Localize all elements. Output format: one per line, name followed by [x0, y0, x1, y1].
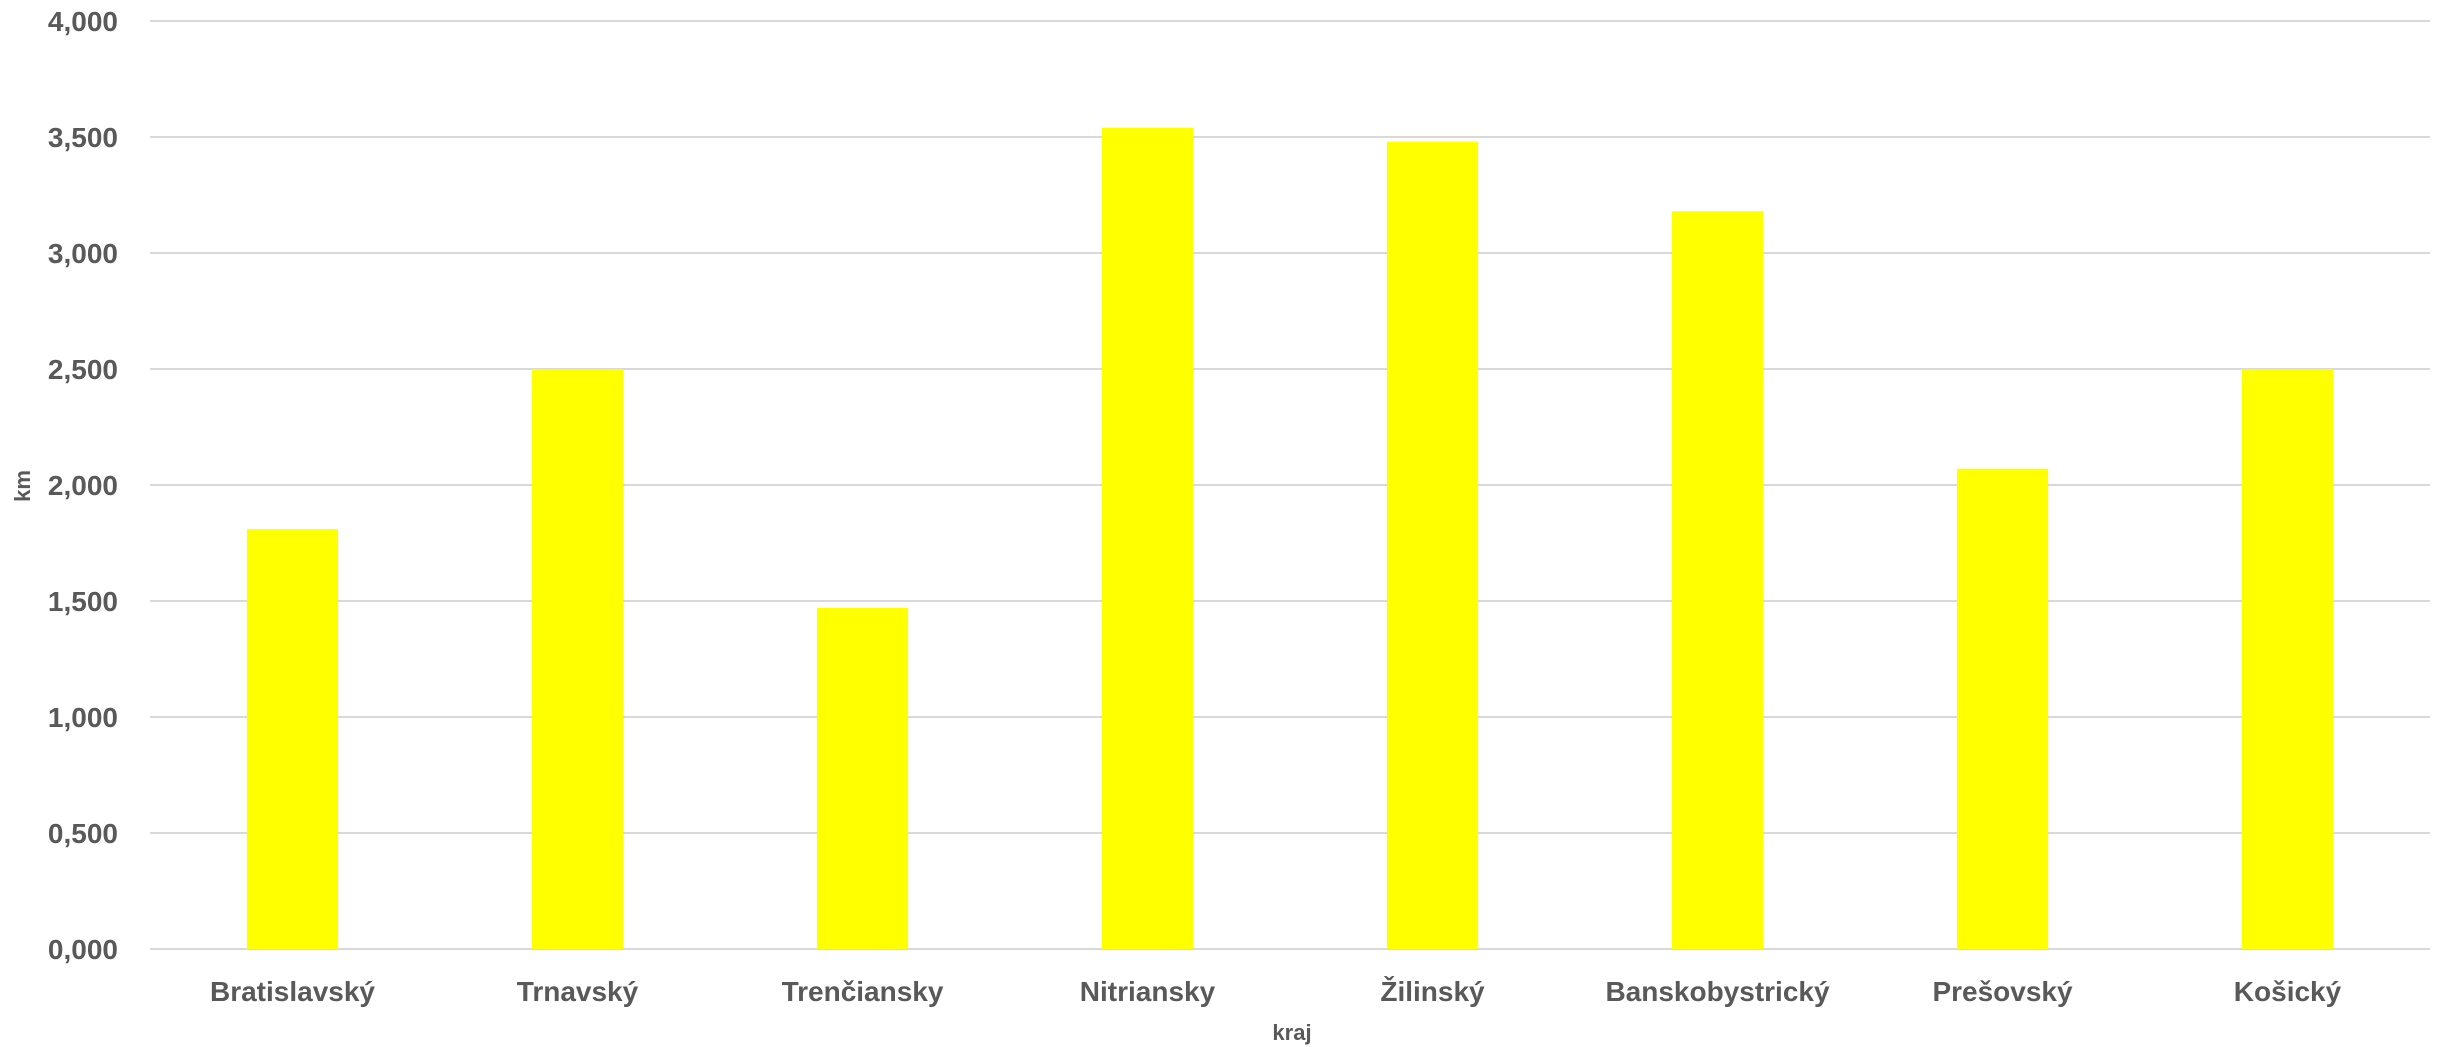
y-tick-label: 3,500 — [48, 122, 118, 153]
bar — [1671, 211, 1764, 950]
bars — [246, 127, 2334, 950]
y-tick-label: 2,500 — [48, 354, 118, 385]
x-tick-label: Bratislavský — [210, 976, 375, 1007]
x-axis-title: kraj — [1272, 1020, 1311, 1045]
bar — [1101, 127, 1194, 950]
x-tick-label: Košický — [2234, 976, 2342, 1007]
x-tick-label: Trnavský — [517, 976, 639, 1007]
y-tick-label: 1,000 — [48, 702, 118, 733]
y-tick-labels: 0,000 0,500 1,000 1,500 2,000 2,500 3,000 3,500… — [48, 6, 118, 965]
bar — [816, 607, 909, 949]
bar — [1956, 468, 2049, 949]
x-tick-labels: Bratislavský Trnavský Trenčiansky Nitriansk… — [210, 976, 2342, 1007]
x-tick-label: Prešovský — [1932, 976, 2073, 1007]
y-tick-label: 3,000 — [48, 238, 118, 269]
y-tick-label: 0,500 — [48, 818, 118, 849]
bar — [2241, 369, 2334, 949]
bar — [1386, 141, 1479, 949]
y-axis-title: km — [10, 470, 35, 502]
y-tick-label: 2,000 — [48, 470, 118, 501]
bar — [246, 529, 339, 949]
gridlines — [150, 20, 2430, 950]
y-tick-label: 1,500 — [48, 586, 118, 617]
y-tick-label: 0,000 — [48, 934, 118, 965]
x-tick-label: Žilinský — [1380, 976, 1485, 1007]
x-tick-label: Trenčiansky — [782, 976, 944, 1007]
y-tick-label: 4,000 — [48, 6, 118, 37]
bar — [531, 369, 624, 949]
x-tick-label: Banskobystrický — [1605, 976, 1830, 1007]
x-tick-label: Nitriansky — [1080, 976, 1216, 1007]
